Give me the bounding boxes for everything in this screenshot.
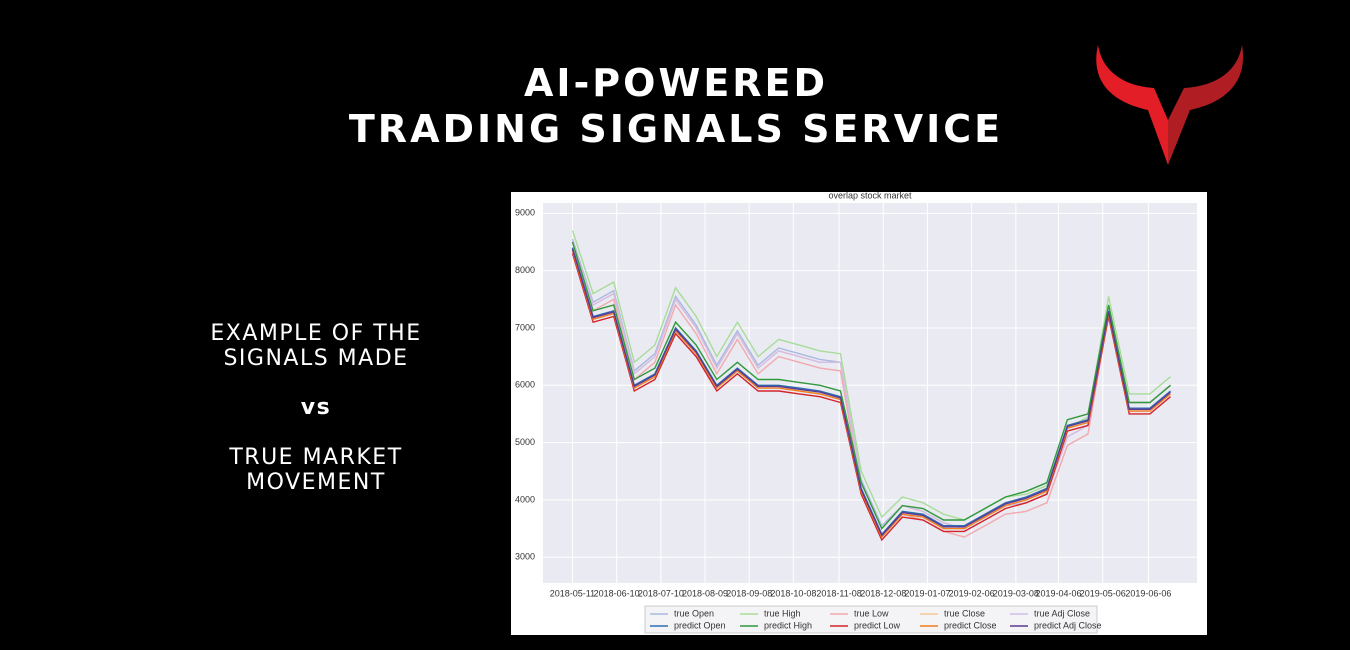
legend-label: true High	[764, 608, 801, 618]
legend-label: predict High	[764, 620, 812, 630]
logo-left	[1096, 45, 1168, 165]
caption: EXAMPLE OF THE	[210, 321, 421, 346]
x-tick-label: 2018-05-11	[550, 588, 595, 598]
x-tick-label: 2019-01-07	[904, 588, 950, 598]
caption: MOVEMENT	[246, 470, 386, 495]
x-tick-label: 2019-02-06	[949, 588, 995, 598]
chart-title: overlap stock market	[828, 190, 912, 200]
legend	[644, 605, 1098, 634]
legend-label: true Low	[854, 608, 889, 618]
x-tick-label: 2018-09-08	[726, 588, 772, 598]
legend-label: predict Adj Close	[1034, 620, 1102, 630]
logo	[1096, 45, 1244, 165]
series-line	[571, 253, 1171, 542]
y-tick-label: 3000	[515, 552, 535, 562]
x-tick-label: 2018-07-10	[638, 588, 684, 598]
y-tick-label: 5000	[515, 437, 535, 447]
series-line	[571, 230, 1171, 521]
x-tick-label: 2018-11-08	[816, 588, 861, 598]
series-line	[571, 241, 1171, 530]
caption: TRUE MARKET	[228, 445, 402, 470]
series-line	[571, 248, 1171, 537]
y-tick-label: 4000	[515, 494, 535, 504]
legend-label: predict Low	[854, 620, 901, 630]
x-tick-label: 2018-10-08	[770, 588, 816, 598]
x-tick-label: 2019-04-06	[1036, 588, 1082, 598]
legend-label: true Adj Close	[1034, 608, 1090, 618]
y-tick-label: 6000	[515, 380, 535, 390]
x-tick-label: 2019-03-08	[993, 588, 1039, 598]
legend-label: predict Open	[674, 620, 726, 630]
x-tick-label: 2018-12-08	[860, 588, 906, 598]
legend-label: true Close	[944, 608, 985, 618]
logo-right	[1168, 45, 1244, 165]
title-line: AI-POWERED	[524, 61, 828, 105]
x-tick-label: 2018-08-09	[682, 588, 728, 598]
plot-area	[543, 203, 1197, 583]
y-tick-label: 8000	[515, 265, 535, 275]
y-tick-label: 7000	[515, 322, 535, 332]
x-tick-label: 2019-06-06	[1125, 588, 1171, 598]
legend-label: true Open	[674, 608, 714, 618]
x-tick-label: 2018-06-10	[594, 588, 640, 598]
caption: vs	[301, 395, 331, 420]
legend-label: predict Close	[944, 620, 997, 630]
title-line: TRADING SIGNALS SERVICE	[349, 107, 1003, 151]
caption: SIGNALS MADE	[223, 346, 408, 371]
y-tick-label: 9000	[515, 208, 535, 218]
x-tick-label: 2019-05-06	[1080, 588, 1126, 598]
